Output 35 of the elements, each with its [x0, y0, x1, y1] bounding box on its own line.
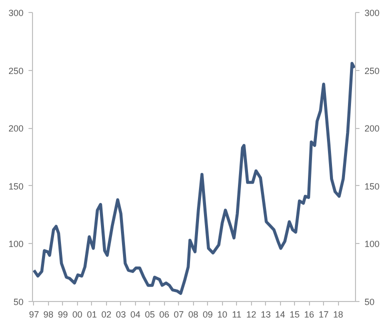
- x-tick-label: 10: [217, 310, 228, 320]
- y2-tick-label: 50: [364, 297, 375, 307]
- x-tick-label: 15: [290, 310, 300, 320]
- y2-tick-label: 250: [364, 66, 380, 76]
- x-tick-label: 99: [58, 310, 68, 320]
- x-tick-label: 07: [174, 310, 184, 320]
- x-tick-label: 98: [43, 310, 54, 320]
- y2-tick-label: 150: [364, 181, 380, 192]
- y2-tick-label: 100: [364, 239, 380, 250]
- x-tick-label: 05: [144, 310, 155, 320]
- y-tick-label: 250: [8, 66, 24, 76]
- x-tick-label: 00: [72, 310, 82, 320]
- y2-tick-label: 200: [364, 124, 380, 134]
- y-tick-label: 200: [8, 124, 24, 134]
- x-tick-label: 06: [159, 310, 170, 320]
- x-tick-label: 13: [260, 310, 271, 320]
- x-tick-label: 01: [86, 310, 97, 320]
- x-tick-label: 03: [116, 310, 126, 320]
- x-tick-label: 09: [202, 310, 213, 320]
- line-series: [32, 62, 356, 295]
- x-tick-label: 02: [101, 310, 112, 320]
- x-tick-label: 97: [28, 310, 39, 320]
- y-tick-label: 100: [8, 239, 24, 250]
- y-tick-label: 300: [8, 8, 24, 18]
- x-tick-label: 18: [333, 310, 344, 320]
- x-tick-label: 16: [304, 310, 314, 320]
- x-tick-label: 12: [246, 310, 256, 320]
- y-tick-label: 50: [13, 297, 24, 307]
- x-tick-label: 04: [130, 310, 140, 320]
- x-tick-label: 08: [188, 310, 198, 320]
- y2-tick-label: 300: [364, 8, 380, 18]
- x-tick-label: 11: [232, 310, 242, 320]
- x-tick-label: 14: [275, 310, 286, 320]
- x-tick-label: 17: [318, 310, 329, 320]
- y-tick-label: 150: [8, 181, 24, 192]
